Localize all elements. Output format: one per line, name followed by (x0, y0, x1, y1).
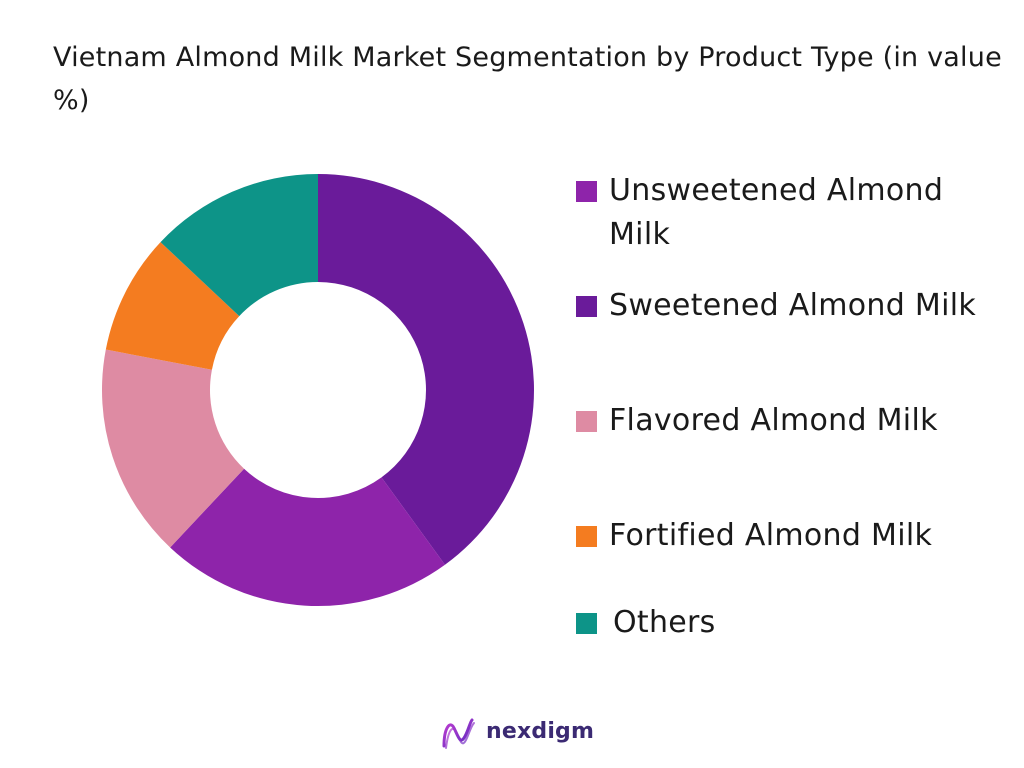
chart-title: Vietnam Almond Milk Market Segmentation … (53, 42, 1002, 116)
slice-fortified (105, 242, 240, 370)
legend-label-fortified: Fortified Almond Milk (609, 518, 933, 553)
slice-flavored (101, 349, 245, 548)
legend-swatch-fortified (576, 526, 597, 547)
brand-name: nexdigm (486, 719, 595, 744)
legend-swatch-flavored (576, 411, 597, 432)
brand: nexdigm (438, 714, 598, 754)
slice-unsweetened (170, 468, 445, 606)
legend-label-flavored: Flavored Almond Milk (609, 403, 938, 438)
legend-label-others: Others (613, 605, 716, 640)
legend-label-unsweetened: Unsweetened Almond Milk (609, 173, 944, 252)
nexdigm-wave-logo-icon (442, 718, 475, 749)
legend-label-sweetened: Sweetened Almond Milk (609, 288, 977, 323)
legend-swatch-unsweetened (576, 181, 597, 202)
legend-swatch-sweetened (576, 296, 597, 317)
slice-sweetened (318, 174, 534, 565)
legend-swatch-others (576, 613, 597, 634)
legend: Unsweetened Almond Milk Sweetened Almond… (576, 0, 1016, 768)
slice-others (160, 174, 318, 317)
